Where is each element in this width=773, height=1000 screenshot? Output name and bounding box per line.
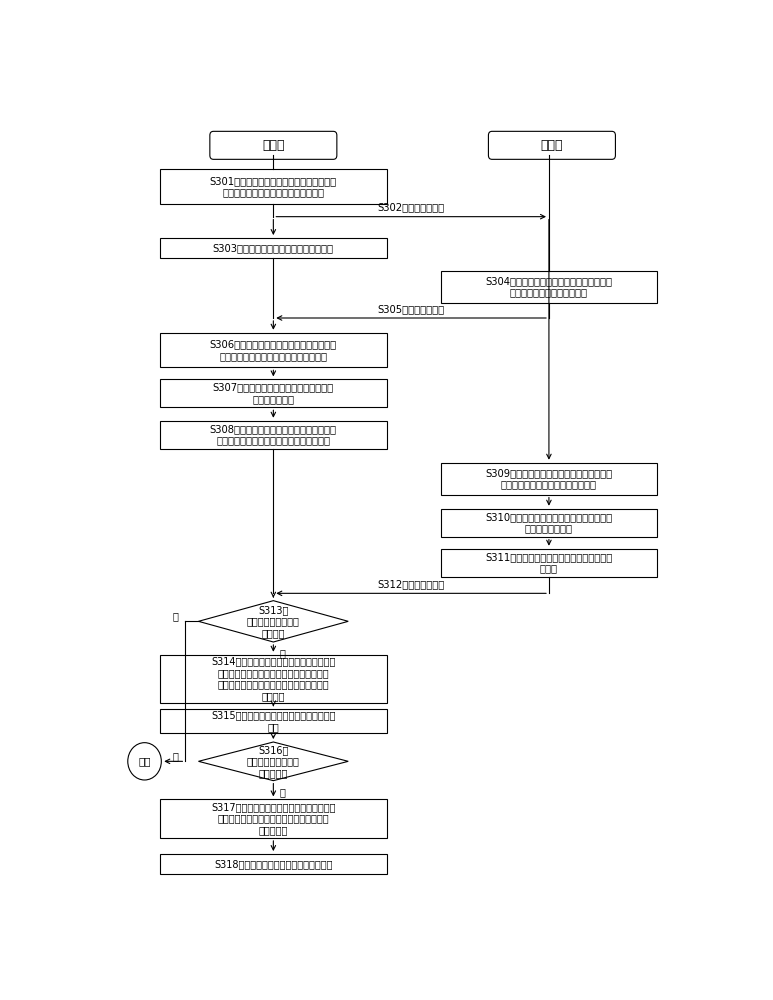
Bar: [159, 238, 387, 258]
FancyBboxPatch shape: [209, 131, 337, 159]
Text: S316、
判断检修作业是否为
调整防震锤: S316、 判断检修作业是否为 调整防震锤: [247, 745, 300, 778]
Text: 是: 是: [279, 649, 285, 659]
Polygon shape: [199, 601, 348, 642]
Bar: [441, 271, 657, 303]
Text: S311、根据检修作业及其作业位置，确定检
修指令: S311、根据检修作业及其作业位置，确定检 修指令: [485, 552, 612, 573]
Bar: [159, 169, 387, 204]
Text: S302、发送巡检数据: S302、发送巡检数据: [377, 203, 444, 213]
Text: S307、若与上线点的距离在预设距离范围
内，则进行上线: S307、若与上线点的距离在预设距离范围 内，则进行上线: [213, 383, 334, 404]
Circle shape: [128, 743, 162, 780]
Bar: [159, 854, 387, 874]
Text: 结束: 结束: [138, 756, 151, 766]
FancyBboxPatch shape: [489, 131, 615, 159]
Text: S317、根据检修指令向目标行进，调整机械
臂位置，使连接电机的螺母套筒套入防震锤
的螺丝螺母: S317、根据检修指令向目标行进，调整机械 臂位置，使连接电机的螺母套筒套入防震…: [211, 802, 335, 835]
Text: 是: 是: [279, 787, 285, 797]
Text: S318、控制电机旋转，紧固防震锤的螺丝: S318、控制电机旋转，紧固防震锤的螺丝: [214, 859, 332, 869]
Text: S308、若根据压力传感器反馈的压力信号，
判断上线成功，则继续沿输电线路进行巡检: S308、若根据压力传感器反馈的压力信号， 判断上线成功，则继续沿输电线路进行巡…: [209, 424, 337, 445]
Bar: [441, 549, 657, 577]
Bar: [159, 799, 387, 838]
Bar: [159, 333, 387, 367]
Bar: [159, 421, 387, 449]
Text: S313、
判断检修作业是否为
清除障碍: S313、 判断检修作业是否为 清除障碍: [247, 605, 300, 638]
Text: 控制端: 控制端: [540, 139, 564, 152]
Text: S309、对巡检数据进行分析，若发现输电线
路异常，则确定异常类型及异常位置: S309、对巡检数据进行分析，若发现输电线 路异常，则确定异常类型及异常位置: [485, 468, 612, 489]
Text: 否: 否: [172, 751, 178, 761]
Text: S303、若检测到障碍物，则停止线上运行: S303、若检测到障碍物，则停止线上运行: [213, 243, 334, 253]
Text: S304、在机器人检测到障碍物的情况下，确
定障碍物位置，规划越障航线: S304、在机器人检测到障碍物的情况下，确 定障碍物位置，规划越障航线: [485, 276, 612, 297]
Bar: [159, 655, 387, 703]
Bar: [441, 509, 657, 537]
Text: S301、在沿输电线路进行巡检的过程中，根
据对输电线路的巡检情况生成巡检数据: S301、在沿输电线路进行巡检的过程中，根 据对输电线路的巡检情况生成巡检数据: [209, 176, 337, 197]
Text: S314、根据检修指令启动发热丝，并向待清
除障碍物行进，将发热丝移动至作业位置，
使发热丝与待清除障碍物接触的部分气化，
实现切割: S314、根据检修指令启动发热丝，并向待清 除障碍物行进，将发热丝移动至作业位置…: [211, 656, 335, 701]
Text: S315、若待清除障碍物清除成功，则关闭发
热丝: S315、若待清除障碍物清除成功，则关闭发 热丝: [211, 711, 335, 732]
Text: 否: 否: [172, 611, 178, 621]
Text: S312、发送检修指令: S312、发送检修指令: [377, 579, 444, 589]
Bar: [159, 379, 387, 407]
Polygon shape: [199, 742, 348, 781]
Bar: [441, 463, 657, 495]
Bar: [159, 709, 387, 733]
Text: 机器人: 机器人: [262, 139, 284, 152]
Text: S306、根据越障航线，确定越障航线中的下
线点和上线点，并从下线点移动至上线点: S306、根据越障航线，确定越障航线中的下 线点和上线点，并从下线点移动至上线点: [209, 339, 337, 361]
Text: S305、发送越障航线: S305、发送越障航线: [377, 304, 444, 314]
Text: S310、根据异常类型和异常位置，确定检修
作业及其作业位置: S310、根据异常类型和异常位置，确定检修 作业及其作业位置: [485, 512, 612, 533]
